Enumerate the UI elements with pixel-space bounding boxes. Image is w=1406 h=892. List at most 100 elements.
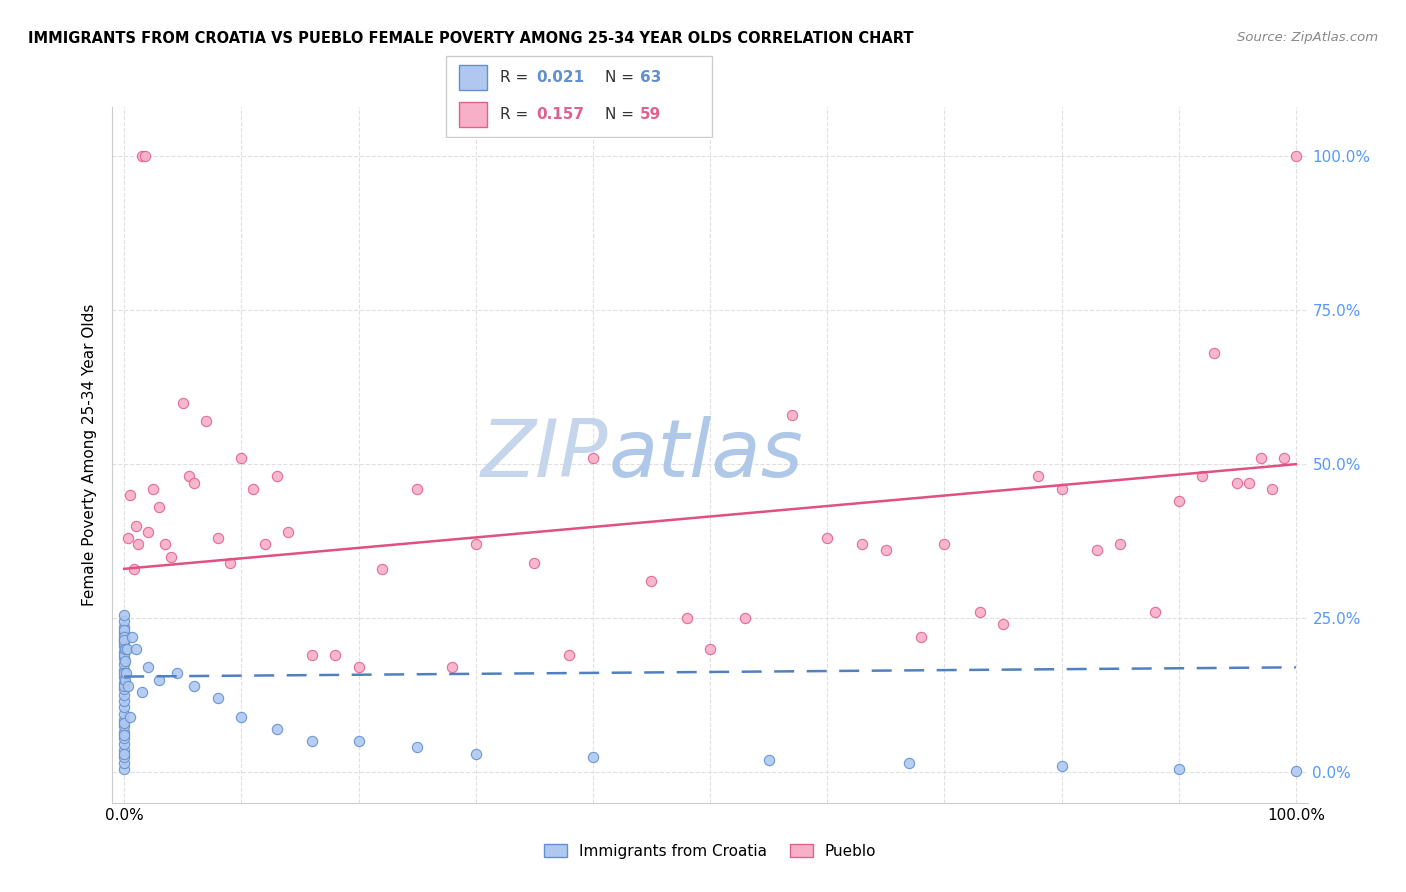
Point xyxy=(910,630,932,644)
Point xyxy=(640,574,662,589)
Point xyxy=(125,641,148,656)
Point xyxy=(875,543,897,558)
Point xyxy=(464,537,486,551)
Point xyxy=(1167,762,1189,776)
Point xyxy=(266,469,288,483)
Point xyxy=(112,607,135,622)
Point xyxy=(122,562,145,576)
Point xyxy=(112,681,135,696)
Point xyxy=(347,734,370,748)
Point xyxy=(148,500,170,515)
Point xyxy=(131,685,153,699)
Point xyxy=(114,654,136,668)
Y-axis label: Female Poverty Among 25-34 Year Olds: Female Poverty Among 25-34 Year Olds xyxy=(82,304,97,606)
Point xyxy=(120,709,141,723)
Point xyxy=(112,630,135,644)
Point xyxy=(112,636,135,650)
Point xyxy=(1237,475,1260,490)
Point xyxy=(112,715,135,730)
Bar xyxy=(460,102,486,128)
Point xyxy=(112,749,135,764)
Point xyxy=(112,688,135,702)
Text: 0.021: 0.021 xyxy=(536,70,585,85)
Point xyxy=(1226,475,1249,490)
Point xyxy=(112,645,135,659)
Point xyxy=(898,756,921,770)
Point xyxy=(166,666,188,681)
Point xyxy=(1272,450,1295,465)
Text: 0.157: 0.157 xyxy=(536,107,583,122)
Point xyxy=(1050,482,1073,496)
Point xyxy=(112,675,135,690)
Point xyxy=(134,149,156,163)
Text: atlas: atlas xyxy=(609,416,803,494)
Point xyxy=(112,737,135,751)
Point xyxy=(112,756,135,770)
Point xyxy=(115,641,138,656)
Text: 59: 59 xyxy=(640,107,662,122)
Point xyxy=(1261,482,1284,496)
Point xyxy=(1250,450,1272,465)
Point xyxy=(112,620,135,634)
Point xyxy=(172,395,194,409)
Point xyxy=(323,648,346,662)
Point xyxy=(851,537,873,551)
Text: 63: 63 xyxy=(640,70,662,85)
Point xyxy=(464,747,486,761)
Text: Source: ZipAtlas.com: Source: ZipAtlas.com xyxy=(1237,31,1378,45)
Point xyxy=(120,488,141,502)
Point xyxy=(112,731,135,746)
Point xyxy=(758,753,780,767)
Point xyxy=(112,725,135,739)
Point xyxy=(112,669,135,683)
Point xyxy=(991,617,1014,632)
Point xyxy=(112,651,135,665)
Point xyxy=(1144,605,1167,619)
Point xyxy=(1085,543,1108,558)
Point xyxy=(218,556,240,570)
Point xyxy=(934,537,956,551)
Point xyxy=(112,694,135,708)
Point xyxy=(112,728,135,742)
Point xyxy=(112,713,135,727)
Point xyxy=(675,611,697,625)
FancyBboxPatch shape xyxy=(446,56,711,136)
Point xyxy=(112,743,135,757)
Point xyxy=(115,666,138,681)
Point xyxy=(114,641,136,656)
Point xyxy=(558,648,581,662)
Point xyxy=(112,657,135,672)
Point xyxy=(371,562,394,576)
Point xyxy=(112,664,135,678)
Point xyxy=(160,549,183,564)
Point xyxy=(231,450,253,465)
Point xyxy=(1026,469,1049,483)
Point xyxy=(266,722,288,736)
Point xyxy=(183,679,205,693)
Point xyxy=(112,762,135,776)
Point xyxy=(969,605,991,619)
Point xyxy=(117,679,139,693)
Point xyxy=(127,537,149,551)
Point xyxy=(114,673,136,687)
Point xyxy=(112,624,135,638)
Point xyxy=(207,531,229,545)
Point xyxy=(242,482,264,496)
Point xyxy=(1285,764,1308,778)
Point xyxy=(117,531,139,545)
Point xyxy=(347,660,370,674)
Point xyxy=(301,734,323,748)
Point xyxy=(815,531,838,545)
Point xyxy=(1191,469,1213,483)
Text: R =: R = xyxy=(501,107,534,122)
Point xyxy=(1109,537,1132,551)
Point xyxy=(131,149,153,163)
Point xyxy=(195,414,218,428)
Point xyxy=(112,700,135,714)
Point xyxy=(734,611,756,625)
Text: IMMIGRANTS FROM CROATIA VS PUEBLO FEMALE POVERTY AMONG 25-34 YEAR OLDS CORRELATI: IMMIGRANTS FROM CROATIA VS PUEBLO FEMALE… xyxy=(28,31,914,46)
Point xyxy=(406,482,429,496)
Bar xyxy=(460,64,486,90)
Point xyxy=(112,719,135,733)
Point xyxy=(114,632,135,647)
